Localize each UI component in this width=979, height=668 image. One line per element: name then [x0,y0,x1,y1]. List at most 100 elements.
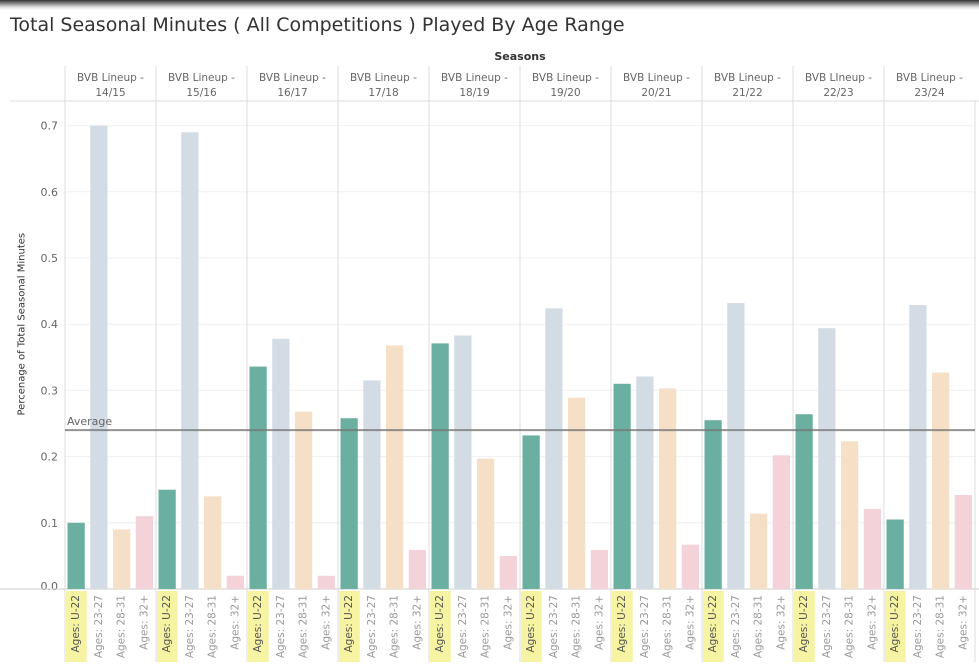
y-tick-label: 0.4 [41,318,59,331]
category-label: Ages: U-22 [70,595,82,653]
bar-ages-32- [954,494,972,589]
bar-ages-u-22 [249,366,267,589]
window-top-edge [0,0,979,10]
season-label-line1: BVB Lineup - [168,72,235,84]
category-highlight [430,591,451,662]
category-label: Ages: U-22 [252,595,264,653]
bar-ages-32- [499,555,517,589]
bar-ages-32- [226,575,244,589]
category-label: Ages: 28-31 [844,595,856,658]
bar-ages-u-22 [613,383,631,589]
y-tick-label: 0.2 [41,451,59,464]
season-label-line1: BVB Lineup - [259,72,326,84]
average-label: Average [67,415,112,428]
category-highlight [66,591,87,662]
bar-ages-u-22 [67,522,85,589]
y-tick-label: 0.5 [41,252,59,265]
bar-ages-23-27 [909,305,927,589]
bar-ages-u-22 [431,343,449,589]
category-label: Ages: 28-31 [207,595,219,658]
category-label: Ages: 32+ [138,595,150,650]
bar-ages-23-27 [454,335,472,589]
bar-ages-23-27 [727,303,745,589]
season-label-line1: BVB Lineup - [350,72,417,84]
season-label-line2: 18/19 [459,87,489,99]
bar-ages-32- [590,549,608,589]
category-label: Ages: U-22 [161,595,173,653]
bar-ages-u-22 [522,435,540,589]
chart-title: Total Seasonal Minutes ( All Competition… [10,14,625,36]
category-label: Ages: 23-27 [821,595,833,658]
bar-ages-u-22 [704,420,722,589]
bar-ages-28-31 [659,388,677,589]
bar-ages-23-27 [181,132,199,589]
category-label: Ages: 23-27 [366,595,378,658]
season-label-line1: BVB Lineup - [896,72,963,84]
category-label: Ages: U-22 [343,595,355,653]
category-label: Ages: 32+ [684,595,696,650]
category-label: Ages: U-22 [525,595,537,653]
category-label: Ages: U-22 [434,595,446,653]
category-highlight [248,591,269,662]
bar-ages-u-22 [340,418,358,589]
season-label-line1: BVB Lineup - [623,72,690,84]
bar-ages-23-27 [545,308,563,589]
category-label: Ages: 32+ [411,595,423,650]
bar-ages-28-31 [477,458,495,589]
category-label: Ages: 23-27 [457,595,469,658]
category-label: Ages: 28-31 [571,595,583,658]
bar-ages-28-31 [750,513,768,589]
category-label: Ages: U-22 [889,595,901,653]
category-label: Ages: 28-31 [116,595,128,658]
category-highlight [339,591,360,662]
season-label-line2: 20/21 [641,87,671,99]
season-label-line2: 17/18 [368,87,398,99]
bar-ages-23-27 [363,380,381,589]
category-label: Ages: 32+ [775,595,787,650]
bar-ages-32- [135,516,153,589]
bar-ages-23-27 [90,125,108,589]
y-tick-label: 0.6 [41,186,59,199]
bar-ages-28-31 [386,345,404,589]
bar-ages-32- [863,508,881,589]
bar-ages-32- [317,575,335,589]
category-label: Ages: U-22 [707,595,719,653]
category-label: Ages: U-22 [798,595,810,653]
season-label-line1: BVB Lineup - [441,72,508,84]
column-header-seasons: Seasons [494,50,546,63]
category-label: Ages: 32+ [502,595,514,650]
season-label-line2: 14/15 [95,87,125,99]
season-label-line2: 23/24 [914,87,945,99]
category-label: Ages: 28-31 [662,595,674,658]
category-label: Ages: 32+ [229,595,241,650]
category-highlight [885,591,906,662]
category-label: Ages: 28-31 [753,595,765,658]
bar-ages-23-27 [636,376,654,589]
bar-ages-28-31 [932,372,950,589]
bar-ages-23-27 [272,338,290,589]
season-label-line2: 16/17 [277,87,307,99]
category-label: Ages: 32+ [866,595,878,650]
category-label: Ages: 23-27 [184,595,196,658]
category-label: Ages: 23-27 [275,595,287,658]
y-tick-label: 0.7 [41,120,59,133]
bar-ages-u-22 [158,489,176,589]
bar-ages-28-31 [113,529,131,589]
season-label-line2: 22/23 [823,87,853,99]
category-label: Ages: 28-31 [298,595,310,658]
category-label: Ages: 23-27 [730,595,742,658]
y-tick-label: 0.3 [41,384,59,397]
bar-ages-u-22 [886,519,904,589]
bar-ages-28-31 [568,397,586,589]
category-label: Ages: U-22 [616,595,628,653]
bar-ages-28-31 [295,411,313,589]
bar-ages-28-31 [204,496,222,589]
bar-ages-28-31 [841,441,859,589]
category-highlight [612,591,633,662]
category-label: Ages: 23-27 [548,595,560,658]
season-label-line2: 15/16 [186,87,217,99]
category-highlight [157,591,178,662]
category-label: Ages: 32+ [320,595,332,650]
y-tick-label: 0.1 [41,517,59,530]
